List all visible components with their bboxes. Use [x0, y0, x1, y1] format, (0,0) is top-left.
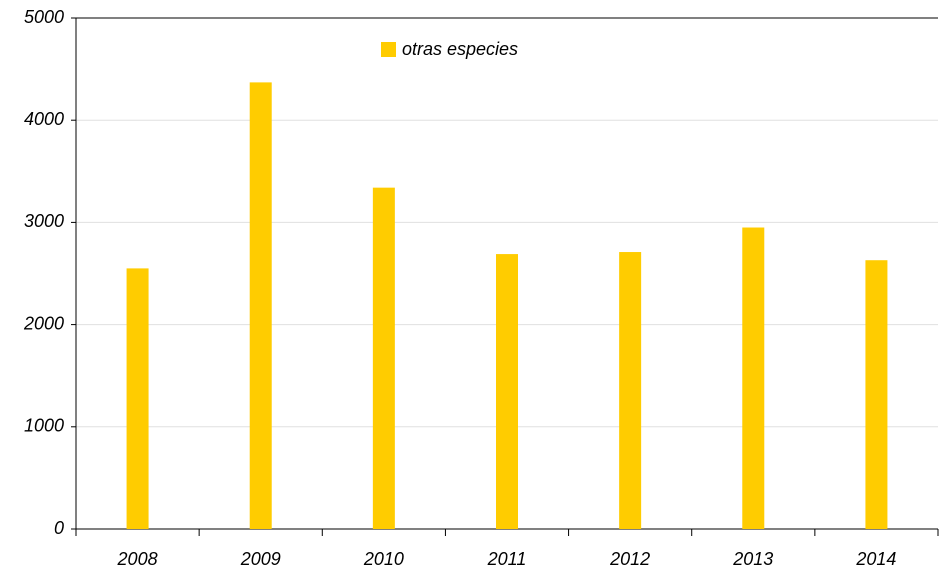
bar — [865, 260, 888, 529]
bar — [496, 254, 518, 529]
x-tick-label: 2012 — [609, 549, 650, 569]
x-tick-label: 2011 — [487, 549, 527, 569]
x-tick-label: 2009 — [240, 549, 281, 569]
y-tick-label: 1000 — [24, 416, 64, 436]
bar — [742, 227, 765, 529]
legend-swatch — [381, 42, 396, 57]
y-tick-label: 0 — [54, 518, 64, 538]
bar — [249, 82, 272, 530]
bar — [372, 187, 395, 530]
bar — [126, 268, 149, 529]
bar — [619, 252, 642, 529]
y-tick-label: 3000 — [24, 211, 64, 231]
x-tick-label: 2010 — [363, 549, 404, 569]
x-tick-label: 2008 — [117, 549, 158, 569]
y-tick-label: 5000 — [24, 7, 64, 27]
y-tick-label: 2000 — [23, 313, 64, 333]
legend-label: otras especies — [402, 39, 518, 59]
x-tick-label: 2014 — [855, 549, 896, 569]
y-tick-label: 4000 — [24, 109, 64, 129]
x-tick-label: 2013 — [732, 549, 773, 569]
